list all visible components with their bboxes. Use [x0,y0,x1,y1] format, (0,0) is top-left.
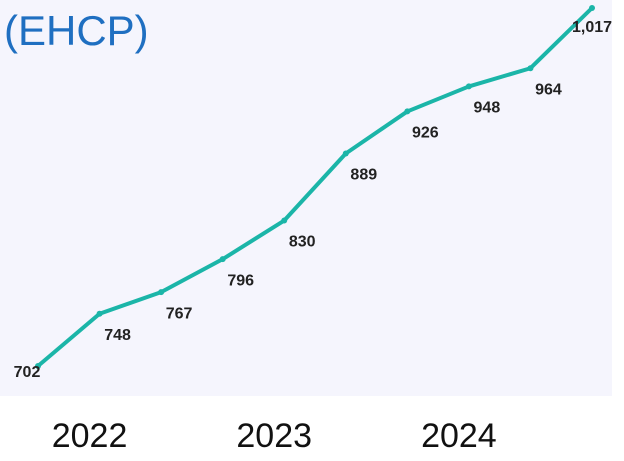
x-tick-label: 2022 [52,417,128,455]
point [589,5,595,11]
value-label: 702 [14,364,41,381]
point [527,65,534,72]
point [219,256,226,263]
point [281,217,288,224]
line [36,6,594,368]
value-label: 1,017 [572,19,612,36]
point [35,363,41,369]
value-label: 748 [104,327,131,344]
value-label: 889 [350,167,377,184]
value-label: 767 [166,305,193,322]
point [465,83,472,90]
point [342,150,349,157]
value-label: 926 [412,125,439,142]
point [96,310,103,317]
x-tick-label: 2023 [236,417,312,455]
value-label: 948 [474,100,501,117]
point [404,108,411,115]
x-tick-label: 2024 [421,417,497,455]
value-label: 830 [289,234,316,251]
value-label: 796 [227,272,254,289]
chart-title: (EHCP) [4,7,149,54]
value-label: 964 [535,81,562,98]
point [158,289,165,296]
